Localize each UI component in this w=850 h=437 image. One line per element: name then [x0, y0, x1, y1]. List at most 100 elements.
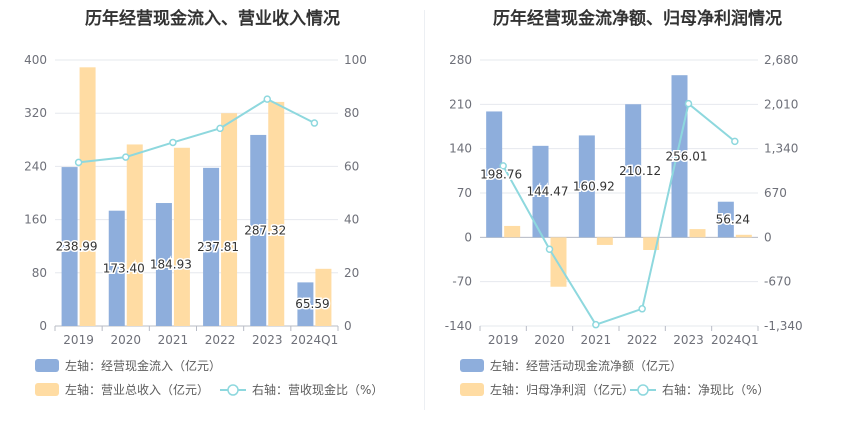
- data-label: 144.47: [527, 185, 569, 199]
- y-left-tick-label: 280: [449, 53, 472, 67]
- line-point: [731, 137, 739, 146]
- bar: [203, 167, 220, 326]
- y-right-tick-label: -1,340: [764, 319, 803, 333]
- y-right-tick-label: 20: [344, 266, 359, 280]
- line-point: [122, 153, 130, 161]
- chart-panel-left: 历年经营现金流入、营业收入情况 0 0 80 20 160 40 240 60 320 80 400…: [24, 9, 383, 397]
- y-left-tick-label: 400: [24, 53, 47, 67]
- y-left-tick-label: 0: [39, 319, 47, 333]
- y-right-tick-label: -670: [764, 275, 791, 289]
- x-tick-label: 2020: [534, 333, 565, 347]
- y-right-tick-label: 40: [344, 213, 359, 227]
- y-right-tick-label: 670: [764, 186, 787, 200]
- bar: [297, 282, 314, 326]
- bar: [735, 234, 752, 238]
- x-tick-label: 2020: [110, 333, 141, 347]
- line-point: [169, 138, 177, 147]
- line-point: [216, 124, 224, 133]
- y-right-tick-label: 2,010: [764, 97, 798, 111]
- y-right-tick-label: 0: [764, 230, 772, 244]
- bar: [250, 134, 267, 326]
- y-left-tick-label: 140: [449, 142, 472, 156]
- x-tick-label: 2019: [488, 333, 519, 347]
- y-left-tick-label: 80: [32, 266, 47, 280]
- bar: [625, 104, 642, 238]
- data-label: 65.59: [295, 297, 329, 311]
- line-point: [638, 305, 646, 313]
- data-label: 160.92: [573, 179, 615, 193]
- line-point: [592, 320, 600, 329]
- x-tick-label: 2022: [205, 333, 236, 347]
- legend-label: 左轴：归母净利润（亿元）: [490, 382, 634, 397]
- x-tick-label: 2023: [252, 333, 283, 347]
- bar: [173, 147, 190, 326]
- y-left-tick-label: 320: [24, 106, 47, 120]
- data-label: 287.32: [244, 223, 286, 237]
- y-right-tick-label: 0: [344, 319, 352, 333]
- bar: [221, 113, 238, 326]
- chart-svg: -140 -1,340 -70 -670 0 0 70 670 140 1,340 210 2,010…: [445, 53, 803, 397]
- line-point: [499, 162, 507, 170]
- legend-swatch: [460, 359, 484, 372]
- line-point: [263, 95, 271, 103]
- bar: [532, 145, 549, 238]
- bar: [717, 201, 734, 238]
- data-label: 56.24: [716, 213, 750, 227]
- y-left-tick-label: -140: [445, 319, 472, 333]
- legend-label: 右轴：净现比（%）: [662, 382, 769, 397]
- x-tick-label: 2023: [673, 333, 704, 347]
- bar: [671, 75, 688, 238]
- legend-label: 左轴：经营现金流入（亿元）: [65, 358, 221, 373]
- bar: [486, 111, 503, 238]
- y-right-tick-label: 60: [344, 159, 359, 173]
- x-tick-label: 2022: [627, 333, 658, 347]
- series-line: [502, 101, 736, 326]
- x-tick-label: 2019: [63, 333, 94, 347]
- x-tick-label: 2021: [581, 333, 612, 347]
- y-left-tick-label: 240: [24, 159, 47, 173]
- y-right-tick-label: 1,340: [764, 142, 798, 156]
- data-label: 173.40: [103, 261, 145, 275]
- x-tick-label: 2021: [158, 333, 189, 347]
- legend-label: 左轴：营业总收入（亿元）: [65, 382, 209, 397]
- y-right-tick-label: 100: [344, 53, 367, 67]
- bar: [155, 203, 172, 326]
- bar: [596, 237, 613, 245]
- bar: [578, 135, 595, 238]
- bar: [504, 225, 521, 238]
- chart-panel-right: 历年经营现金流净额、归母净利润情况 -140 -1,340 -70 -670 0 0 70 6…: [425, 0, 850, 437]
- data-label: 238.99: [56, 240, 98, 254]
- data-label: 184.93: [150, 258, 192, 272]
- legend-swatch: [35, 359, 59, 372]
- chart-svg: 0 0 80 20 160 40 240 60 320 80 400 100 2019 2020 2021 2…: [24, 53, 383, 397]
- legend-line-marker: [637, 384, 649, 396]
- data-label: 198.76: [480, 167, 522, 181]
- chart-title: 历年经营现金流净额、归母净利润情况: [493, 9, 782, 29]
- series-line: [78, 97, 315, 164]
- y-right-tick-label: 80: [344, 106, 359, 120]
- y-left-tick-label: -70: [452, 275, 472, 289]
- line-point: [684, 99, 693, 108]
- bar: [61, 167, 78, 326]
- bar: [268, 101, 285, 327]
- bar: [315, 268, 332, 326]
- data-label: 210.12: [619, 164, 661, 178]
- bar: [108, 210, 125, 326]
- data-label: 256.01: [666, 149, 708, 163]
- y-left-tick-label: 210: [449, 97, 472, 111]
- y-left-tick-label: 70: [457, 186, 472, 200]
- y-left-tick-label: 0: [464, 230, 472, 244]
- data-label: 237.81: [197, 240, 239, 254]
- line-point: [310, 119, 319, 127]
- bar: [126, 144, 143, 326]
- bar: [79, 67, 96, 326]
- legend-swatch: [35, 383, 59, 396]
- line-point: [74, 158, 83, 167]
- chart-title: 历年经营现金流入、营业收入情况: [85, 9, 340, 29]
- x-tick-label: 2024Q1: [291, 333, 339, 347]
- legend-label: 左轴：经营活动现金流净额（亿元）: [490, 358, 682, 373]
- x-tick-label: 2024Q1: [711, 333, 759, 347]
- line-point: [545, 245, 554, 253]
- legend-label: 右轴：营收现金比（%）: [252, 382, 383, 397]
- panel-divider: [424, 10, 425, 410]
